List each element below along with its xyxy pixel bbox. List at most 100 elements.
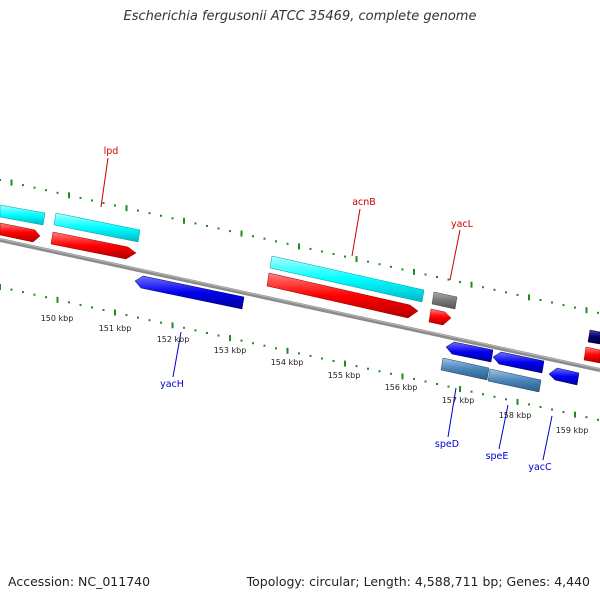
inner-minor-tick xyxy=(252,342,254,345)
inner-minor-tick xyxy=(298,352,300,355)
inner-minor-tick xyxy=(160,321,162,324)
map-title: Escherichia fergusonii ATCC 35469, compl… xyxy=(123,9,477,24)
feature-gene-yacL[interactable] xyxy=(428,308,452,326)
inner-major-tick xyxy=(0,284,1,290)
gene-label-yacC[interactable]: yacC xyxy=(528,462,552,473)
inner-minor-tick xyxy=(79,303,82,306)
leader-speE xyxy=(498,404,509,450)
outer-minor-tick xyxy=(0,179,1,181)
inner-minor-tick xyxy=(45,296,47,299)
scale-label-150: 150 kbp xyxy=(41,314,74,323)
inner-minor-tick xyxy=(493,395,496,398)
gene-label-lpd[interactable]: lpd xyxy=(104,146,119,157)
feature-gene-speD[interactable] xyxy=(445,341,494,363)
genome-summary-text: Topology: circular; Length: 4,588,711 bp… xyxy=(246,574,590,589)
outer-minor-tick xyxy=(539,299,542,301)
scale-label-153: 153 kbp xyxy=(214,346,247,355)
outer-major-tick xyxy=(10,179,13,186)
scale-label-152: 152 kbp xyxy=(157,335,190,344)
inner-major-tick xyxy=(114,309,116,316)
leader-yacC xyxy=(542,415,553,461)
feature-gene-left-edge[interactable] xyxy=(0,222,41,243)
feature-cds-acnB[interactable] xyxy=(269,255,425,303)
scale-label-151: 151 kbp xyxy=(99,324,132,333)
outer-major-tick xyxy=(470,281,473,288)
outer-minor-tick xyxy=(505,291,507,294)
inner-minor-tick xyxy=(355,365,358,368)
inner-tick-track xyxy=(0,284,599,421)
feature-cds-speD[interactable] xyxy=(440,357,490,381)
feature-gene-right-edge[interactable] xyxy=(583,346,600,364)
outer-major-tick xyxy=(528,294,530,301)
feature-gene-yacH[interactable] xyxy=(134,275,245,310)
inner-minor-tick xyxy=(367,367,369,370)
feature-cds-left-edge[interactable] xyxy=(0,204,46,226)
outer-minor-tick xyxy=(516,293,519,296)
feature-cds-speE[interactable] xyxy=(487,368,542,393)
outer-minor-tick xyxy=(45,189,47,192)
outer-minor-tick xyxy=(344,255,346,258)
outer-minor-tick xyxy=(148,212,151,215)
feature-gene-lpd[interactable] xyxy=(50,231,137,260)
outer-minor-tick xyxy=(263,237,266,240)
feature-gene-acnB[interactable] xyxy=(266,272,419,319)
inner-major-tick xyxy=(344,360,346,367)
outer-minor-tick xyxy=(493,288,496,291)
inner-minor-tick xyxy=(206,332,208,334)
gene-label-speD[interactable]: speD xyxy=(435,439,459,450)
feature-other-yacL[interactable] xyxy=(431,291,458,310)
feature-gene-speE[interactable] xyxy=(492,351,545,374)
leader-speD xyxy=(447,387,457,438)
inner-major-tick xyxy=(574,411,576,418)
outer-minor-tick xyxy=(137,209,139,212)
outer-minor-tick xyxy=(217,227,220,230)
outer-minor-tick xyxy=(171,217,174,220)
inner-major-tick xyxy=(401,373,404,380)
outer-minor-tick xyxy=(275,240,277,243)
outer-minor-tick xyxy=(252,235,254,238)
inner-minor-tick xyxy=(447,385,450,388)
inner-minor-tick xyxy=(585,416,588,419)
outer-minor-tick xyxy=(436,276,438,278)
inner-major-tick xyxy=(459,386,461,393)
inner-minor-tick xyxy=(413,377,415,380)
gene-label-yacL[interactable]: yacL xyxy=(451,219,474,230)
outer-minor-tick xyxy=(367,260,369,263)
gene-label-acnB[interactable]: acnB xyxy=(352,197,376,208)
outer-minor-tick xyxy=(597,311,599,314)
outer-major-tick xyxy=(240,230,243,237)
leader-yacH xyxy=(172,331,182,378)
scale-label-158: 158 kbp xyxy=(499,411,532,420)
outer-minor-tick xyxy=(562,304,565,307)
outer-minor-tick xyxy=(22,184,24,187)
leader-yacL xyxy=(449,229,461,281)
feature-cds-lpd[interactable] xyxy=(53,212,141,243)
outer-minor-tick xyxy=(401,268,404,271)
outer-minor-tick xyxy=(459,281,461,284)
outer-minor-tick xyxy=(551,301,553,304)
outer-minor-tick xyxy=(309,247,312,250)
inner-minor-tick xyxy=(102,309,105,311)
inner-minor-tick xyxy=(505,398,507,401)
scale-label-154: 154 kbp xyxy=(271,358,304,367)
inner-minor-tick xyxy=(470,390,473,393)
gene-label-yacH[interactable]: yacH xyxy=(160,379,184,390)
inner-minor-tick xyxy=(22,291,24,294)
outer-minor-tick xyxy=(447,278,450,281)
inner-minor-tick xyxy=(390,372,392,375)
gene-label-speE[interactable]: speE xyxy=(486,451,509,462)
leader-lpd xyxy=(100,157,109,208)
outer-minor-tick xyxy=(206,225,208,227)
outer-minor-tick xyxy=(194,222,197,225)
inner-major-tick xyxy=(229,335,231,342)
outer-minor-tick xyxy=(56,191,59,194)
inner-minor-tick xyxy=(436,383,438,385)
feature-cds-right-edge[interactable] xyxy=(587,329,600,345)
feature-gene-yacC[interactable] xyxy=(548,367,580,386)
genome-backbone-highlight xyxy=(0,238,600,370)
outer-major-tick xyxy=(585,307,588,314)
outer-minor-tick xyxy=(321,250,323,253)
inner-minor-tick xyxy=(217,334,220,337)
inner-minor-tick xyxy=(183,326,185,329)
